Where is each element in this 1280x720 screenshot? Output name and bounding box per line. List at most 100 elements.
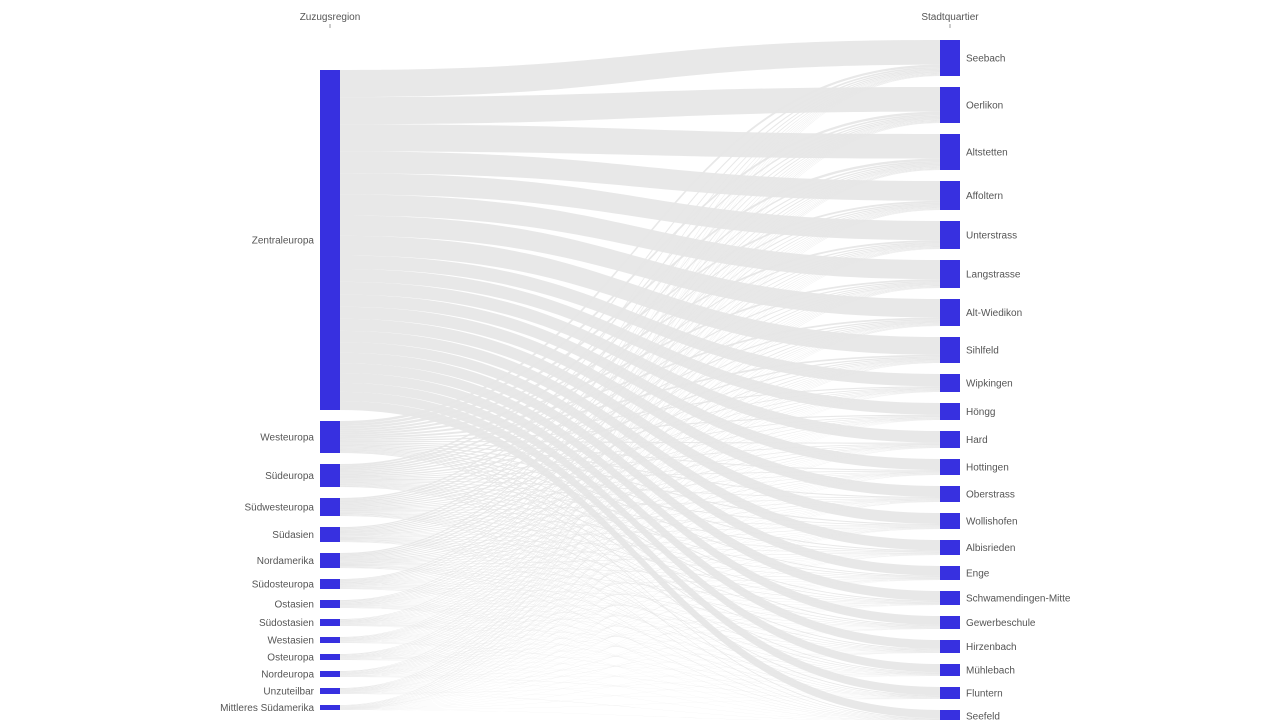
link-12-12 (340, 501, 940, 693)
link-10-19 (340, 659, 940, 676)
link-2-0 (340, 66, 940, 466)
link-9-7 (340, 361, 940, 641)
link-6-7 (340, 360, 940, 585)
source-label: Südwesteuropa (245, 503, 315, 514)
link-12-11 (340, 474, 940, 693)
link-10-8 (340, 391, 940, 658)
source-label: Südeuropa (265, 471, 314, 482)
source-node (320, 498, 340, 516)
source-label: Westeuropa (260, 433, 314, 444)
link-4-10 (340, 445, 940, 537)
target-node (940, 260, 960, 288)
link-9-8 (340, 390, 940, 641)
link-10-7 (340, 361, 940, 658)
target-label: Seefeld (966, 712, 1000, 720)
link-9-12 (340, 501, 940, 642)
link-12-16 (340, 604, 940, 694)
target-label: Altstetten (966, 148, 1008, 159)
link-6-2 (340, 166, 940, 582)
link-1-1 (340, 111, 940, 427)
link-3-20 (340, 515, 940, 697)
target-label: Gewerbeschule (966, 618, 1036, 629)
link-12-4 (340, 248, 940, 691)
source-node (320, 637, 340, 643)
link-0-2 (340, 124, 940, 159)
link-13-19 (340, 675, 940, 710)
link-6-20 (340, 588, 940, 698)
link-6-16 (340, 587, 940, 604)
link-10-4 (340, 247, 940, 657)
link-11-8 (340, 391, 940, 675)
link-1-12 (340, 443, 940, 498)
link-13-6 (340, 325, 940, 708)
target-label: Oberstrass (966, 490, 1015, 501)
source-label: Zentraleuropa (252, 236, 315, 247)
link-12-5 (340, 287, 940, 691)
target-node (940, 431, 960, 448)
link-11-9 (340, 419, 940, 675)
link-5-9 (340, 417, 940, 563)
link-12-13 (340, 528, 940, 693)
link-5-14 (340, 552, 940, 566)
target-label: Fluntern (966, 689, 1003, 700)
link-2-14 (340, 481, 940, 552)
link-13-12 (340, 501, 940, 709)
link-0-5 (340, 194, 940, 280)
link-11-10 (340, 447, 940, 675)
link-13-14 (340, 554, 940, 710)
link-1-11 (340, 442, 940, 471)
source-node (320, 464, 340, 487)
link-8-1 (340, 120, 940, 621)
link-0-15 (340, 342, 940, 576)
link-12-1 (340, 122, 940, 689)
link-3-2 (340, 162, 940, 503)
source-node (320, 671, 340, 677)
link-7-7 (340, 360, 940, 605)
link-1-17 (340, 448, 940, 626)
source-node (320, 421, 340, 453)
link-10-11 (340, 474, 940, 659)
link-2-18 (340, 484, 940, 651)
link-4-0 (340, 69, 940, 529)
link-3-15 (340, 512, 940, 578)
link-8-0 (340, 73, 940, 620)
target-node (940, 459, 960, 475)
link-1-14 (340, 445, 940, 552)
target-label: Sihlfeld (966, 346, 999, 357)
link-11-20 (340, 676, 940, 699)
target-node (940, 403, 960, 420)
target-node (940, 591, 960, 605)
link-10-0 (340, 74, 940, 655)
link-13-17 (340, 628, 940, 710)
link-6-11 (340, 473, 940, 586)
link-7-16 (340, 603, 940, 607)
link-12-6 (340, 325, 940, 691)
link-6-9 (340, 418, 940, 586)
link-0-7 (340, 235, 940, 355)
link-13-8 (340, 391, 940, 708)
target-label: Wipkingen (966, 379, 1013, 390)
link-5-6 (340, 322, 940, 561)
link-6-6 (340, 323, 940, 584)
link-7-10 (340, 446, 940, 606)
link-5-13 (340, 526, 940, 565)
source-label: Nordeuropa (261, 670, 314, 681)
link-8-19 (340, 625, 940, 676)
link-12-2 (340, 169, 940, 690)
link-5-20 (340, 567, 940, 698)
link-4-18 (340, 540, 940, 652)
link-3-7 (340, 357, 940, 508)
link-0-17 (340, 363, 940, 625)
link-1-0 (340, 64, 940, 424)
link-8-8 (340, 390, 940, 624)
link-6-15 (340, 578, 940, 588)
link-6-3 (340, 206, 940, 583)
link-1-15 (340, 446, 940, 577)
link-6-8 (340, 390, 940, 585)
link-6-10 (340, 446, 940, 586)
link-12-0 (340, 75, 940, 689)
link-12-15 (340, 579, 940, 693)
link-10-6 (340, 324, 940, 657)
link-10-15 (340, 579, 940, 659)
link-1-2 (340, 158, 940, 429)
